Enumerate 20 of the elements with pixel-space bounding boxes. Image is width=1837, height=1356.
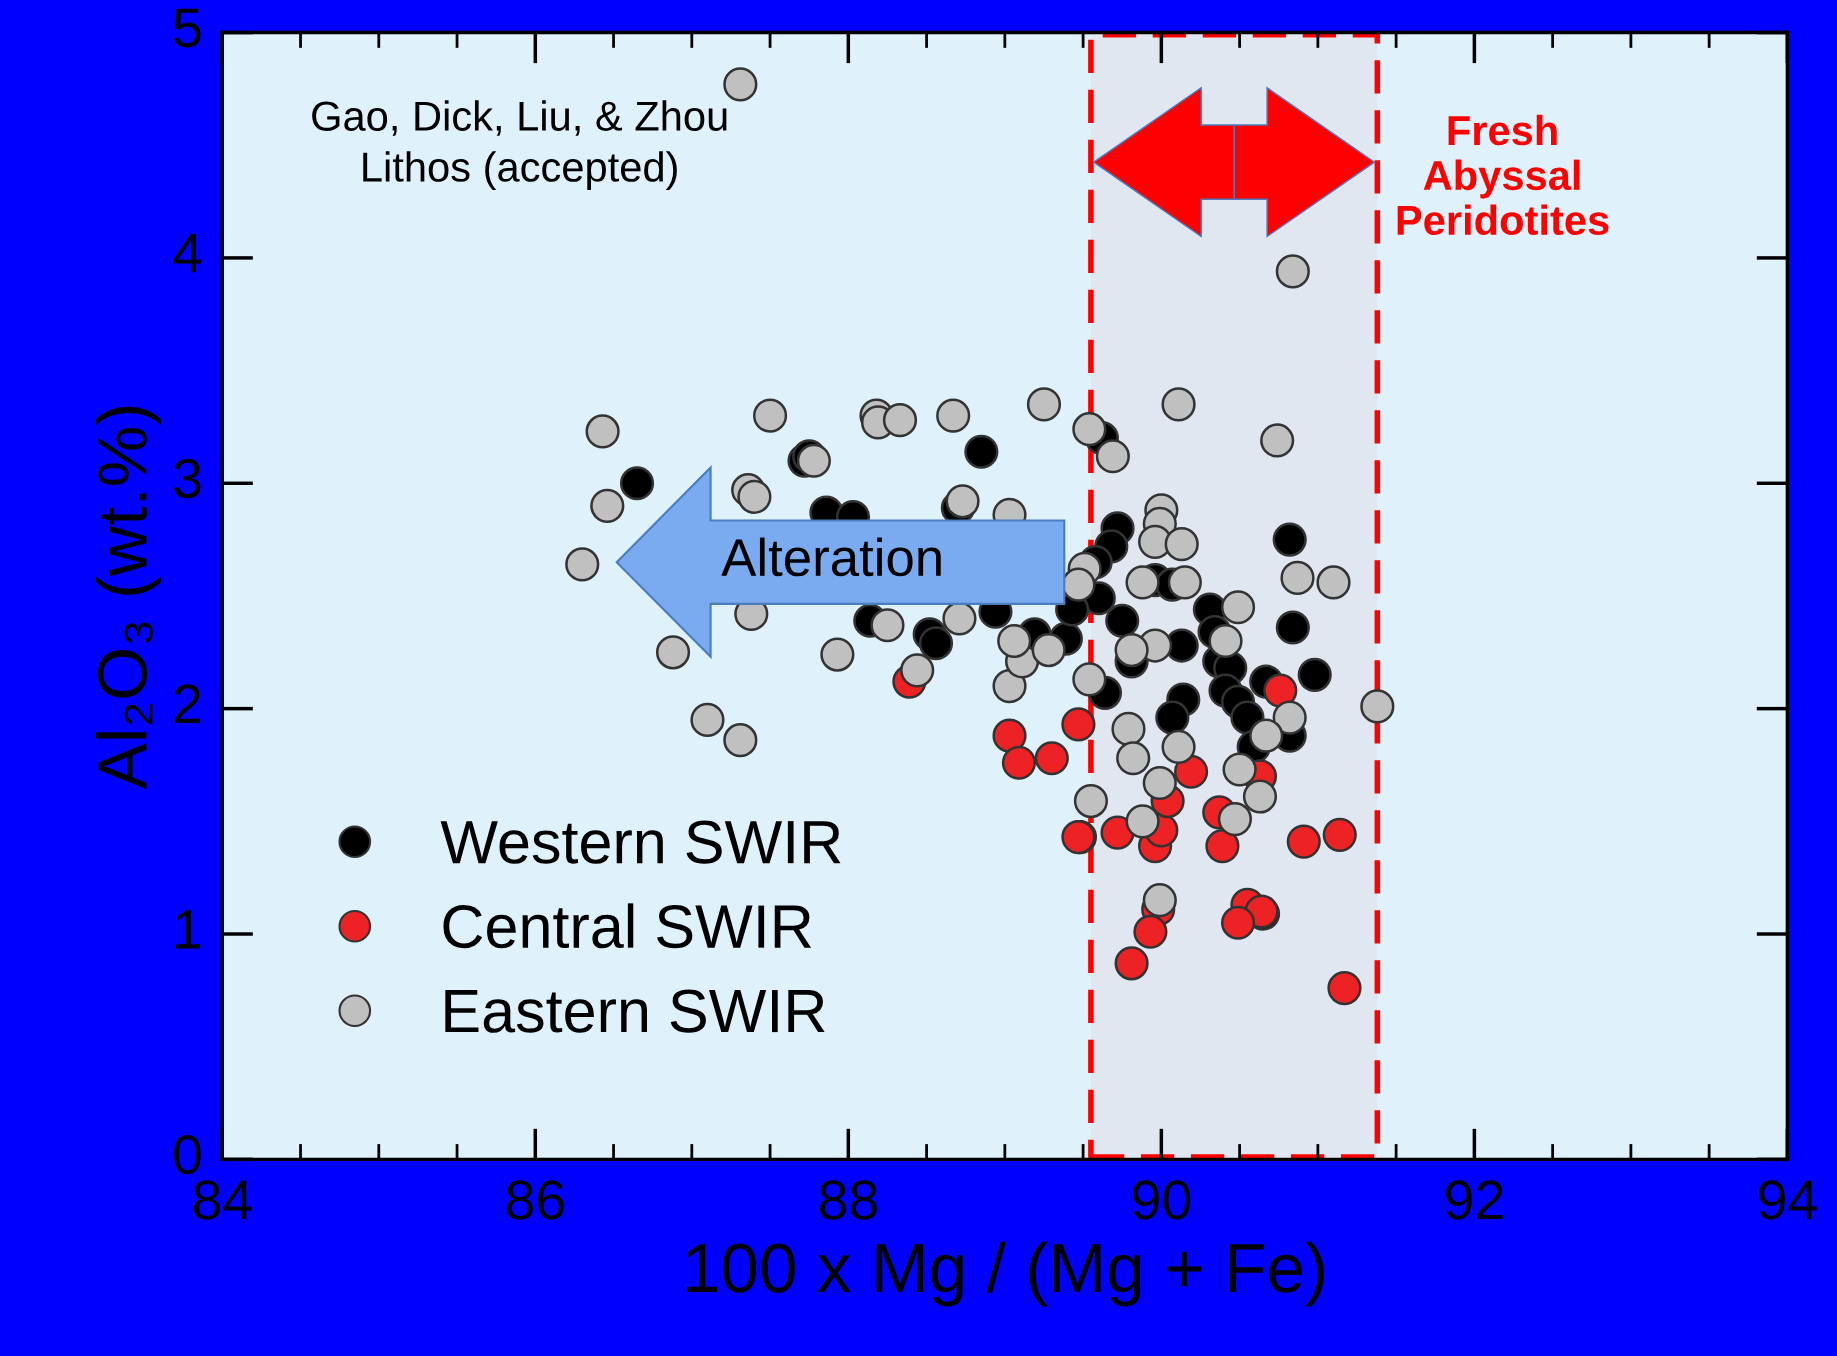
y-tick-label: 1 <box>176 910 201 949</box>
y-tick-label: 5 <box>174 8 201 48</box>
x-tick-label: 84 <box>193 1180 252 1220</box>
y-tick-label: 4 <box>173 234 202 273</box>
y-tick-label: 0 <box>174 1134 201 1175</box>
band-label: Fresh Abyssal Peridotites <box>1397 114 1609 236</box>
legend-label: Western SWIR <box>440 820 841 864</box>
x-tick-label: 88 <box>819 1180 877 1220</box>
annotation: Gao, Dick, Liu, & Zhou Lithos (accepted) <box>312 100 727 191</box>
x-tick-label: 92 <box>1446 1180 1503 1220</box>
x-axis-title: 100 x Mg / (Mg + Fe) <box>686 1241 1324 1307</box>
annotation: Alteration <box>721 537 941 577</box>
y-axis-title: Al₂O₃ (wt.%) <box>96 406 161 790</box>
x-tick-label: 94 <box>1759 1180 1817 1220</box>
legend-label: Central SWIR <box>443 903 812 949</box>
legend-label: Eastern SWIR <box>445 989 825 1033</box>
y-tick-label: 3 <box>174 458 201 499</box>
y-tick-label: 2 <box>174 684 201 724</box>
x-tick-label: 86 <box>506 1180 564 1220</box>
x-tick-label: 90 <box>1133 1180 1191 1220</box>
